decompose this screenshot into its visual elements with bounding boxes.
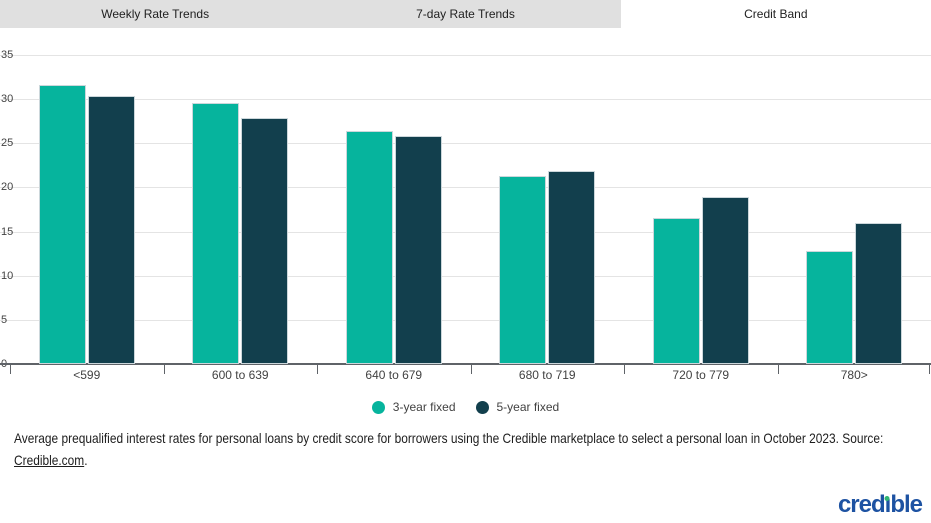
x-axis-category-label: 780> <box>840 368 868 382</box>
x-axis-tick <box>929 365 930 374</box>
chart-legend: 3-year fixed 5-year fixed <box>0 398 931 416</box>
gridline-25 <box>0 143 931 145</box>
x-axis-tick <box>164 365 165 374</box>
legend-swatch-icon <box>475 400 489 414</box>
logo-text-cred: cred <box>837 491 886 518</box>
bar-5-year-fixed-720-to-779[interactable] <box>701 197 749 364</box>
tab-credit-band[interactable]: Credit Band <box>620 0 931 28</box>
bar-5-year-fixed-780[interactable] <box>855 222 903 364</box>
y-axis-tick-label: 25 <box>1 137 14 150</box>
bar-3-year-fixed-600-to-639[interactable] <box>192 102 240 364</box>
x-axis-line <box>0 363 931 365</box>
x-axis-category-label: 640 to 679 <box>365 368 423 382</box>
bar-3-year-fixed-780[interactable] <box>806 250 854 364</box>
gridline-30 <box>0 99 931 101</box>
caption-text: Average prequalified interest rates for … <box>14 430 884 446</box>
x-axis-category-label: 720 to 779 <box>672 368 730 382</box>
bar-3-year-fixed-720-to-779[interactable] <box>652 218 700 364</box>
legend-item-5-year-fixed[interactable]: 5-year fixed <box>475 400 560 414</box>
y-axis-tick-label: 20 <box>1 181 14 194</box>
bar-3-year-fixed-599[interactable] <box>38 85 86 364</box>
bar-5-year-fixed-599[interactable] <box>87 95 135 364</box>
legend-swatch-icon <box>371 400 385 414</box>
legend-label: 3-year fixed <box>392 400 456 414</box>
tab-bar: Weekly Rate Trends 7-day Rate Trends Cre… <box>0 0 931 28</box>
y-axis-tick-label: 30 <box>1 93 14 106</box>
y-axis-tick-label: 5 <box>1 313 8 326</box>
bar-3-year-fixed-640-to-679[interactable] <box>345 130 393 364</box>
chart-caption: Average prequalified interest rates for … <box>14 427 919 471</box>
x-axis-tick <box>10 365 11 374</box>
gridline-35 <box>0 55 931 56</box>
x-axis-tick <box>317 365 318 374</box>
legend-label: 5-year fixed <box>496 400 560 414</box>
credible-logo[interactable]: credı ble <box>837 491 923 518</box>
logo-i-stem: ı <box>884 491 892 518</box>
x-axis-tick <box>778 365 779 374</box>
gridline-15 <box>0 231 931 233</box>
tab-7day-rate-trends[interactable]: 7-day Rate Trends <box>416 7 515 21</box>
gridline-5 <box>0 319 931 321</box>
logo-letter-i: ı <box>884 491 892 518</box>
gridline-10 <box>0 275 931 277</box>
logo-text-ble: ble <box>890 491 923 518</box>
x-axis-category-label: 600 to 639 <box>211 368 269 382</box>
legend-item-3-year-fixed[interactable]: 3-year fixed <box>371 400 456 414</box>
y-axis-tick-label: 10 <box>1 269 14 282</box>
x-axis-category-label: <599 <box>73 368 101 382</box>
x-axis-category-label: 680 to 719 <box>518 368 576 382</box>
gridline-20 <box>0 187 931 189</box>
tab-weekly-rate-trends[interactable]: Weekly Rate Trends <box>101 7 210 21</box>
x-axis-tick <box>624 365 625 374</box>
credible-com-link[interactable]: Credible.com <box>14 452 85 468</box>
bar-5-year-fixed-600-to-639[interactable] <box>241 117 289 364</box>
caption-period: . <box>84 452 88 468</box>
bar-3-year-fixed-680-to-719[interactable] <box>499 175 547 364</box>
y-axis-tick-label: 15 <box>1 225 14 238</box>
bar-5-year-fixed-680-to-719[interactable] <box>548 170 596 364</box>
x-axis-tick <box>471 365 472 374</box>
bar-5-year-fixed-640-to-679[interactable] <box>394 136 442 364</box>
logo-i-dot-icon <box>884 496 890 501</box>
y-axis-tick-label: 35 <box>1 49 14 61</box>
